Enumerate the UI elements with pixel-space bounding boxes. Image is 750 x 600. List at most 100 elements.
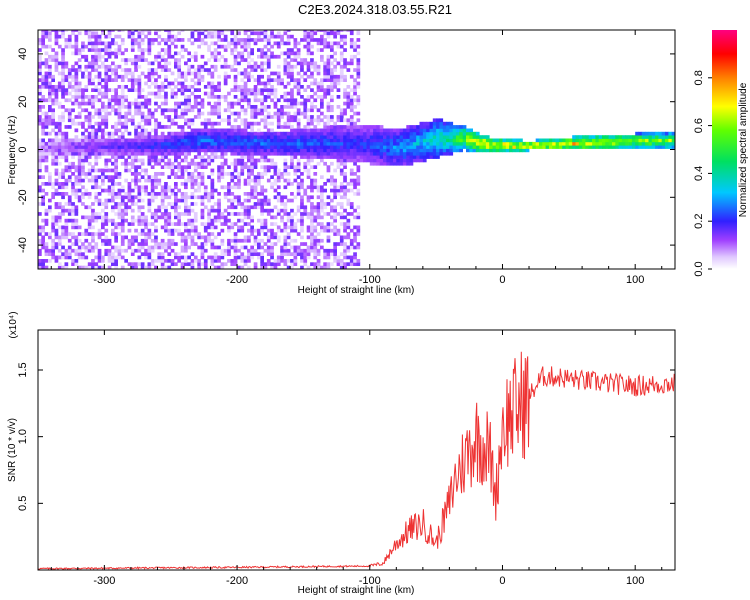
heatmap-cell bbox=[74, 151, 79, 156]
heatmap-cell bbox=[87, 95, 92, 99]
heatmap-cell bbox=[91, 54, 95, 59]
heatmap-cell bbox=[339, 44, 344, 49]
heatmap-cell bbox=[104, 252, 109, 256]
heatmap-cell bbox=[71, 161, 75, 166]
heatmap-cell bbox=[645, 145, 649, 149]
heatmap-cell bbox=[61, 195, 65, 200]
heatmap-cell bbox=[187, 88, 191, 92]
heatmap-cell bbox=[81, 178, 85, 183]
heatmap-cell bbox=[147, 41, 152, 46]
heatmap-cell bbox=[170, 30, 175, 32]
heatmap-cell bbox=[210, 188, 215, 193]
heatmap-cell bbox=[170, 91, 175, 96]
heatmap-cell bbox=[422, 151, 427, 156]
heatmap-cell bbox=[74, 208, 79, 213]
heatmap-cell bbox=[213, 138, 218, 143]
heatmap-cell bbox=[452, 148, 457, 153]
heatmap-cell bbox=[190, 208, 195, 213]
heatmap-cell bbox=[54, 259, 59, 263]
heatmap-cell bbox=[668, 135, 673, 139]
heatmap-cell bbox=[154, 185, 158, 190]
heatmap-cell bbox=[383, 141, 387, 146]
heatmap-cell bbox=[349, 105, 354, 109]
heatmap-cell bbox=[57, 105, 62, 109]
heatmap-cell bbox=[117, 128, 122, 133]
heatmap-cell bbox=[250, 245, 254, 250]
heatmap-cell bbox=[595, 141, 600, 146]
heatmap-cell bbox=[177, 125, 181, 129]
heatmap-cell bbox=[87, 151, 92, 156]
heatmap-cell bbox=[104, 41, 109, 46]
heatmap-cell bbox=[84, 188, 89, 193]
heatmap-cell bbox=[363, 145, 367, 149]
heatmap-cell bbox=[349, 202, 354, 206]
heatmap-cell bbox=[273, 54, 278, 59]
heatmap-cell bbox=[61, 151, 65, 156]
heatmap-cell bbox=[290, 215, 294, 220]
heatmap-cell bbox=[84, 192, 89, 196]
heatmap-cell bbox=[120, 161, 125, 166]
heatmap-cell bbox=[598, 135, 603, 139]
heatmap-cell bbox=[190, 108, 195, 113]
heatmap-cell bbox=[310, 31, 314, 36]
heatmap-cell bbox=[134, 54, 138, 59]
heatmap-cell bbox=[154, 172, 158, 176]
heatmap-cell bbox=[263, 135, 268, 139]
heatmap-cell bbox=[233, 158, 238, 163]
heatmap-cell bbox=[426, 141, 430, 146]
colorbar-tick-label: 0.2 bbox=[693, 214, 705, 229]
heatmap-cell bbox=[602, 145, 606, 149]
heatmap-cell bbox=[177, 212, 181, 216]
heatmap-cell bbox=[303, 38, 308, 42]
heatmap-cell bbox=[290, 148, 294, 153]
heatmap-cell bbox=[71, 262, 75, 266]
heatmap-cell bbox=[81, 54, 85, 59]
heatmap-cell bbox=[94, 175, 99, 179]
heatmap-cell bbox=[323, 182, 327, 186]
heatmap-cell bbox=[316, 242, 321, 246]
heatmap-cell bbox=[227, 118, 231, 123]
heatmap-cell bbox=[84, 88, 89, 92]
heatmap-cell bbox=[296, 85, 301, 89]
heatmap-cell bbox=[124, 71, 128, 76]
heatmap-cell bbox=[160, 265, 165, 269]
heatmap-cell bbox=[230, 148, 235, 153]
heatmap-cell bbox=[293, 111, 298, 116]
heatmap-cell bbox=[293, 228, 298, 233]
heatmap-cell bbox=[280, 78, 284, 82]
heatmap-cell bbox=[167, 54, 172, 59]
heatmap-cell bbox=[51, 121, 55, 126]
heatmap-cell bbox=[353, 125, 357, 129]
heatmap-cell bbox=[97, 138, 102, 143]
heatmap-cell bbox=[97, 185, 102, 190]
snr-y-tick-label: 0.5 bbox=[17, 496, 29, 511]
heatmap-cell bbox=[280, 34, 284, 39]
heatmap-cell bbox=[343, 248, 347, 253]
heatmap-cell bbox=[266, 48, 271, 52]
heatmap-cell bbox=[64, 208, 69, 213]
heatmap-cell bbox=[134, 38, 138, 42]
heatmap-cell bbox=[147, 85, 152, 89]
heatmap-cell bbox=[306, 228, 311, 233]
heatmap-cell bbox=[333, 131, 337, 136]
heatmap-cell bbox=[313, 128, 318, 133]
heatmap-cell bbox=[266, 151, 271, 156]
heatmap-cell bbox=[243, 148, 248, 153]
heatmap-cell bbox=[303, 31, 308, 36]
heatmap-cell bbox=[273, 101, 278, 106]
heatmap-cell bbox=[94, 182, 99, 186]
heatmap-cell bbox=[276, 41, 281, 46]
snr-x-tick-label: 0 bbox=[499, 575, 505, 587]
heatmap-cell bbox=[665, 145, 669, 149]
heatmap-cell bbox=[140, 41, 145, 46]
heatmap-cell bbox=[38, 138, 42, 143]
heatmap-cell bbox=[339, 118, 344, 123]
heatmap-cell bbox=[432, 138, 437, 143]
heatmap-cell bbox=[213, 218, 218, 223]
heatmap-cell bbox=[266, 115, 271, 119]
heatmap-cell bbox=[187, 71, 191, 76]
heatmap-cell bbox=[243, 30, 248, 32]
heatmap-cell bbox=[575, 145, 580, 149]
heatmap-cell bbox=[260, 259, 264, 263]
heatmap-cell bbox=[300, 141, 304, 146]
